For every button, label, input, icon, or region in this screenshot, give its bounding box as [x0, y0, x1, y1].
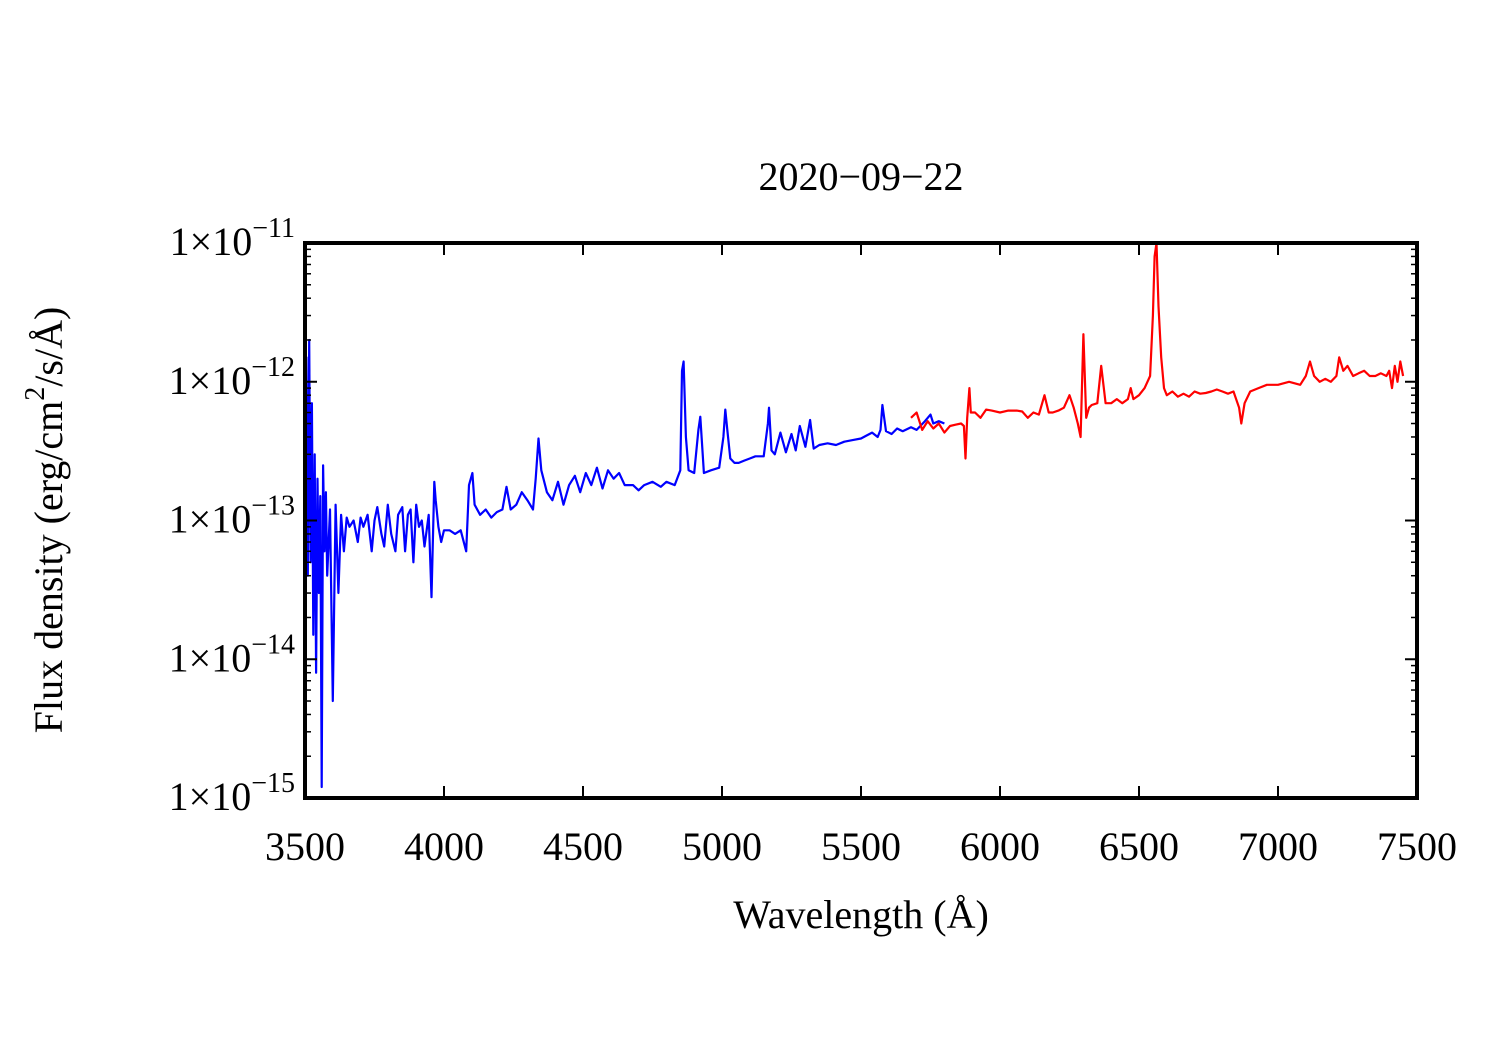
y-axis-label: Flux density (erg/cm2/s/Å) [20, 307, 71, 734]
y-tick-base: 1×10 [169, 358, 252, 403]
x-axis-label: Wavelength (Å) [733, 892, 989, 937]
chart-title: 2020−09−22 [758, 154, 963, 199]
x-tick-label: 7000 [1238, 824, 1318, 869]
y-axis-label-suffix: /s/Å) [26, 307, 71, 387]
x-tick-label: 6500 [1099, 824, 1179, 869]
x-axis: 3500 4000 4500 5000 5500 6000 6500 7000 7500 [265, 243, 1457, 869]
y-tick-exponent: −12 [251, 352, 295, 383]
x-tick-label: 5000 [682, 824, 762, 869]
series-line-1 [303, 338, 945, 789]
plot-frame [303, 241, 1419, 800]
x-tick-label: 3500 [265, 824, 345, 869]
y-tick-label: 1×10−13 [169, 491, 295, 542]
x-tick-label: 6000 [960, 824, 1040, 869]
y-tick-exponent: −13 [251, 491, 295, 522]
y-axis-label-superscript: 2 [20, 387, 51, 401]
y-axis-label-prefix: Flux density (erg/cm [26, 401, 71, 734]
y-tick-base: 1×10 [169, 774, 252, 819]
x-tick-label: 7500 [1377, 824, 1457, 869]
y-tick-exponent: −15 [251, 768, 295, 799]
plot-lines [303, 241, 1405, 789]
series-line-2 [910, 241, 1405, 460]
y-tick-label: 1×10−12 [169, 352, 295, 403]
y-tick-base: 1×10 [170, 219, 253, 264]
x-tick-label: 4500 [543, 824, 623, 869]
y-tick-label: 1×10−11 [170, 213, 295, 264]
y-tick-label: 1×10−14 [169, 629, 295, 680]
y-tick-label: 1×10−15 [169, 768, 295, 819]
x-tick-label: 4000 [404, 824, 484, 869]
y-tick-exponent: −14 [251, 629, 295, 660]
y-tick-exponent: −11 [252, 213, 295, 244]
y-tick-base: 1×10 [169, 497, 252, 542]
x-tick-label: 5500 [821, 824, 901, 869]
y-tick-base: 1×10 [169, 635, 252, 680]
y-axis: 1×10−151×10−141×10−131×10−121×10−11 [169, 213, 1417, 819]
